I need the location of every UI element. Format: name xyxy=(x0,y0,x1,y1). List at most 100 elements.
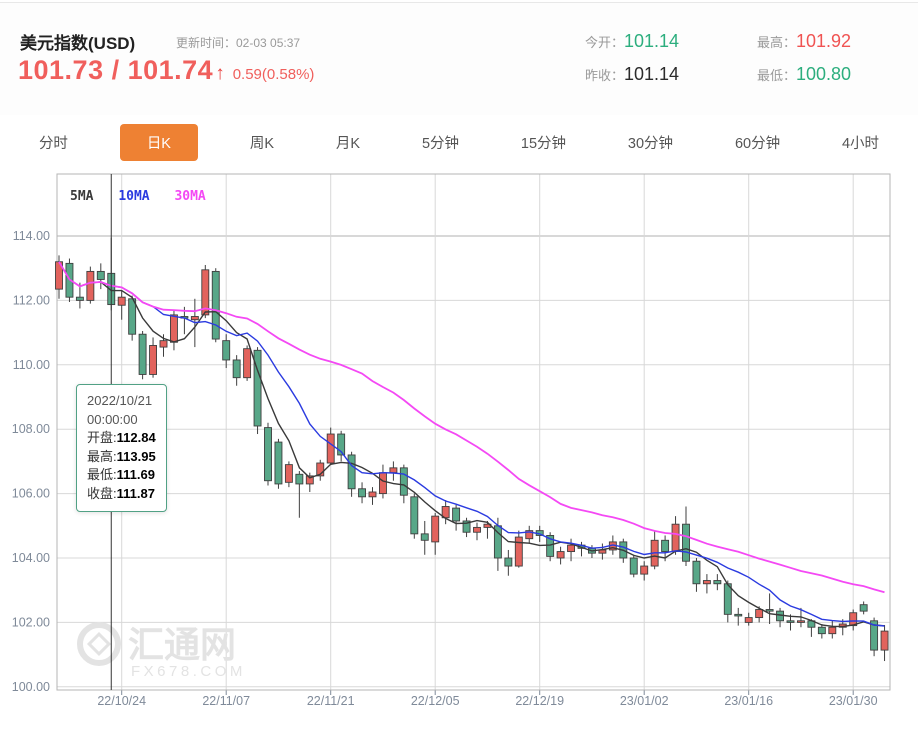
candle-body[interactable] xyxy=(243,348,252,379)
candle-body[interactable] xyxy=(786,620,795,623)
gridlines xyxy=(57,174,890,695)
price-change: 0.59(0.58%) xyxy=(232,66,315,83)
watermark-name: 汇通网 xyxy=(128,624,236,665)
candle-body[interactable] xyxy=(264,427,272,482)
watermark-logo-icon xyxy=(77,622,121,666)
tab-30min[interactable]: 30分钟 xyxy=(627,135,674,152)
watermark-site: FX678.COM xyxy=(131,663,246,680)
candle-body[interactable] xyxy=(420,533,429,541)
candle-body[interactable] xyxy=(222,340,231,361)
tab-monthly-k[interactable]: 月K xyxy=(335,135,361,152)
ma30-legend-label: 30MA xyxy=(174,189,206,204)
candle-body[interactable] xyxy=(337,433,346,456)
candle-body[interactable] xyxy=(692,560,701,585)
candle-body[interactable] xyxy=(201,269,210,316)
candle-body[interactable] xyxy=(734,613,743,617)
x-axis-label: 23/01/30 xyxy=(829,694,878,708)
candle-body[interactable] xyxy=(128,298,137,335)
quote-stats: 今开：101.14 最高：101.92 昨收：101.14 最低：100.80 xyxy=(585,31,851,97)
candle-body[interactable] xyxy=(473,526,481,533)
candle-body[interactable] xyxy=(744,617,753,623)
candle-body[interactable] xyxy=(828,626,837,635)
candle-body[interactable] xyxy=(399,467,408,496)
tab-4hour[interactable]: 4小时 xyxy=(841,135,880,152)
y-axis-label: 112.00 xyxy=(13,293,50,307)
stat-open-label: 今开： xyxy=(585,35,625,50)
candle-body[interactable] xyxy=(274,441,283,485)
candle-body[interactable] xyxy=(765,609,774,612)
candle-body[interactable] xyxy=(567,544,575,553)
ma5-legend-label: 5MA xyxy=(70,189,94,204)
ma10-legend-label: 10MA xyxy=(118,189,150,204)
price-separator: / xyxy=(103,55,128,85)
candle-body[interactable] xyxy=(431,515,440,543)
candle-body[interactable] xyxy=(169,314,178,343)
candle-body[interactable] xyxy=(138,333,147,375)
candle-body[interactable] xyxy=(190,316,199,321)
x-axis-label: 22/11/21 xyxy=(307,694,355,708)
candle-body[interactable] xyxy=(75,296,84,301)
candle-body[interactable] xyxy=(629,557,638,575)
candle-body[interactable] xyxy=(671,523,680,553)
candle-body[interactable] xyxy=(452,507,461,522)
candle-body[interactable] xyxy=(368,491,377,498)
candle-body[interactable] xyxy=(389,467,398,474)
tab-time-share[interactable]: 分时 xyxy=(38,135,68,152)
candle-body[interactable] xyxy=(870,620,879,651)
candle-body[interactable] xyxy=(525,530,534,540)
tooltip-low: 最低:111.69 xyxy=(87,467,155,482)
candle-body[interactable] xyxy=(546,535,555,557)
candle-body[interactable] xyxy=(880,630,889,651)
candle-body[interactable] xyxy=(232,359,241,379)
candle-body[interactable] xyxy=(702,580,711,585)
candle-body[interactable] xyxy=(755,609,764,619)
candle-body[interactable] xyxy=(817,626,826,635)
candle-body[interactable] xyxy=(253,349,262,427)
candle-body[interactable] xyxy=(723,583,732,615)
candle-body[interactable] xyxy=(211,270,220,340)
candle-body[interactable] xyxy=(284,464,293,483)
candle-body[interactable] xyxy=(640,565,649,575)
candle-body[interactable] xyxy=(358,488,366,498)
candle-body[interactable] xyxy=(86,270,95,301)
stat-prev-close-label: 昨收： xyxy=(585,68,625,83)
candle-body[interactable] xyxy=(682,523,690,562)
candle-body[interactable] xyxy=(713,580,722,585)
tab-5min[interactable]: 5分钟 xyxy=(421,135,460,152)
candle-body[interactable] xyxy=(859,604,868,612)
candle-body[interactable] xyxy=(326,433,335,464)
candle-body[interactable] xyxy=(159,340,168,348)
candle-body[interactable] xyxy=(410,496,419,535)
candle-body[interactable] xyxy=(462,520,471,533)
candle-body[interactable] xyxy=(379,472,387,495)
x-axis-label: 22/12/05 xyxy=(411,694,460,708)
tab-15min[interactable]: 15分钟 xyxy=(520,135,567,152)
x-axis-label: 23/01/02 xyxy=(620,694,669,708)
candle-body[interactable] xyxy=(347,454,356,490)
y-axis-label: 108.00 xyxy=(12,422,50,436)
candle-body[interactable] xyxy=(96,270,105,280)
candle-body[interactable] xyxy=(316,462,325,477)
ma10-line xyxy=(58,261,885,627)
candle-body[interactable] xyxy=(556,551,565,559)
stat-prev-close-value: 101.14 xyxy=(624,64,680,84)
candle-body[interactable] xyxy=(149,345,158,375)
candle-body[interactable] xyxy=(55,261,63,290)
candle-body[interactable] xyxy=(661,539,670,553)
tab-daily-k[interactable]: 日K xyxy=(119,123,198,161)
candles-series[interactable] xyxy=(55,237,889,662)
ma30-line xyxy=(58,261,885,594)
candle-body[interactable] xyxy=(305,475,314,485)
tab-60min[interactable]: 60分钟 xyxy=(734,135,781,152)
candle-body[interactable] xyxy=(295,473,304,485)
bid-price: 101.73 xyxy=(18,55,104,85)
stat-low: 最低：100.80 xyxy=(757,64,851,97)
y-axis-label: 106.00 xyxy=(12,487,50,501)
candle-body[interactable] xyxy=(117,296,126,306)
tab-weekly-k[interactable]: 周K xyxy=(249,135,275,152)
candle-body[interactable] xyxy=(504,557,513,567)
candle-body[interactable] xyxy=(797,620,805,623)
candle-body[interactable] xyxy=(514,536,523,567)
